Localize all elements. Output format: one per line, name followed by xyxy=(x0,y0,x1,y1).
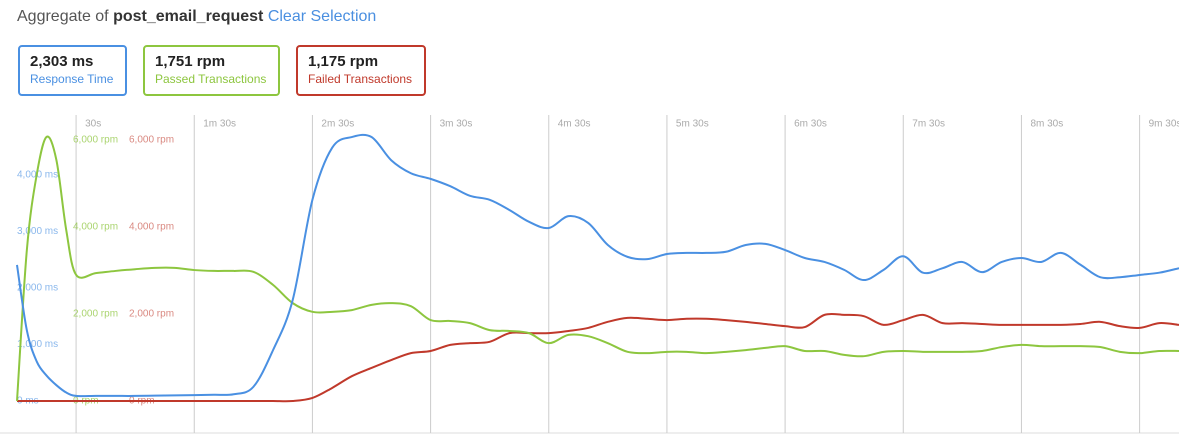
x-tick-label: 5m 30s xyxy=(676,119,709,130)
header-name: post_email_request xyxy=(113,8,264,25)
metric-box[interactable]: 2,303 ms Response Time xyxy=(18,45,127,96)
y2-tick-label: 2,000 rpm xyxy=(129,309,174,320)
metric-box-border xyxy=(18,45,127,96)
y2-tick-label: 6,000 rpm xyxy=(129,135,174,146)
metric-box-border xyxy=(143,45,280,96)
metric-box-border xyxy=(296,45,426,96)
metric-box[interactable]: 1,175 rpm Failed Transactions xyxy=(296,45,426,96)
series-line xyxy=(16,135,1179,402)
y2-tick-label: 4,000 rpm xyxy=(73,222,118,233)
series-line xyxy=(17,312,1179,403)
metric-label: Response Time xyxy=(30,72,114,86)
x-tick-label: 6m 30s xyxy=(794,119,827,130)
x-tick-label: 9m 30s xyxy=(1149,119,1179,130)
metric-label: Passed Transactions xyxy=(155,72,266,86)
metric-label: Failed Transactions xyxy=(308,72,412,86)
x-tick-label: 2m 30s xyxy=(321,119,354,130)
x-tick-label: 3m 30s xyxy=(440,119,473,130)
x-tick-label: 4m 30s xyxy=(558,119,591,130)
y-tick-label: 1,000 ms xyxy=(17,339,58,350)
y2-tick-label: 6,000 rpm xyxy=(73,135,118,146)
header: Aggregate of post_email_request Clear Se… xyxy=(17,8,376,25)
metric-value: 1,175 rpm xyxy=(308,53,378,70)
metric-box[interactable]: 1,751 rpm Passed Transactions xyxy=(143,45,280,96)
header-prefix: Aggregate of xyxy=(17,8,109,25)
series-line xyxy=(16,133,1179,398)
y-tick-label: 2,000 ms xyxy=(17,283,58,294)
x-tick-label: 8m 30s xyxy=(1030,119,1063,130)
x-tick-label: 7m 30s xyxy=(912,119,945,130)
y2-tick-label: 4,000 rpm xyxy=(129,222,174,233)
metric-value: 2,303 ms xyxy=(30,53,93,70)
x-tick-label: 1m 30s xyxy=(203,119,236,130)
metric-value: 1,751 rpm xyxy=(155,53,225,70)
metric-boxes: 2,303 ms Response Time 1,751 rpm Passed Tra… xyxy=(18,45,426,96)
clear-selection-link[interactable]: Clear Selection xyxy=(268,8,377,25)
chart: 30s 1m 30s 2m 30s 3m 30s 4m 30s 5m 30s 6m 30s 7… xyxy=(0,115,1179,434)
y2-tick-label: 2,000 rpm xyxy=(73,309,118,320)
y-tick-label: 3,000 ms xyxy=(17,226,58,237)
x-tick-label: 30s xyxy=(85,119,101,130)
